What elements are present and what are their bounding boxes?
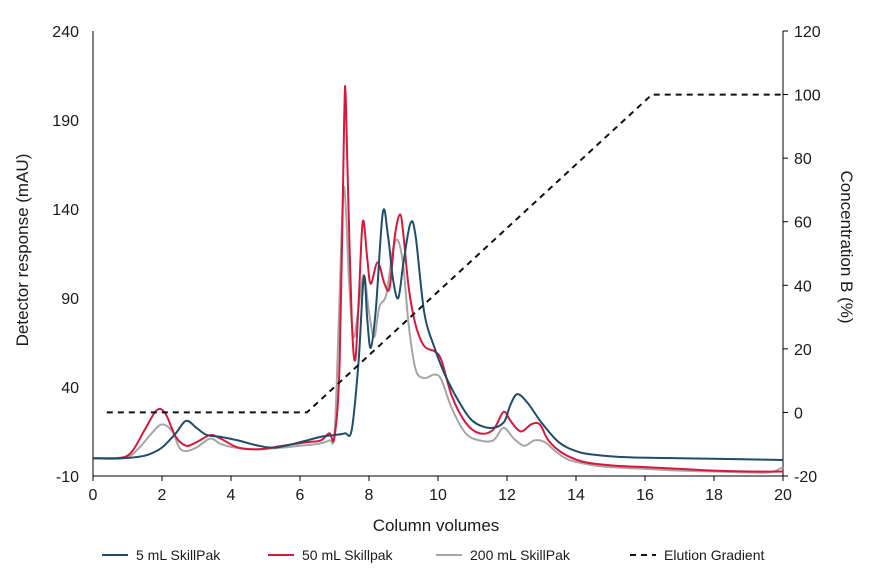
y2-tick-label: 60	[794, 215, 812, 232]
x-tick-label: 4	[227, 487, 236, 504]
y-tick-label: 240	[52, 24, 79, 41]
x-tick-label: 6	[296, 487, 305, 504]
elution-gradient-line	[106, 93, 783, 414]
y2-tick-label: 40	[794, 278, 812, 295]
legend: 5 mL SkillPak 50 mL Skillpak 200 mL SkillP…	[102, 547, 765, 563]
y-tick-label: 190	[52, 113, 79, 130]
y2-tick-label: 0	[794, 405, 803, 422]
y2-tick-label: 80	[794, 151, 812, 168]
200-ml-skillpak-line	[92, 185, 784, 474]
axes	[92, 31, 784, 477]
50-ml-skillpak-line	[92, 85, 784, 473]
y-tick-label: 40	[61, 380, 79, 397]
x-tick-label: 0	[89, 487, 98, 504]
y2-tick-label: -20	[794, 469, 817, 486]
x-tick-label: 20	[774, 487, 792, 504]
x-tick-label: 10	[429, 487, 447, 504]
y-axis-title: Detector response (mAU)	[13, 154, 32, 347]
legend-label: 50 mL Skillpak	[302, 547, 394, 563]
x-tick-label: 16	[636, 487, 654, 504]
legend-label: 5 mL SkillPak	[136, 547, 221, 563]
x-tick-label: 2	[158, 487, 167, 504]
x-tick-label: 18	[705, 487, 723, 504]
x-tick-label: 8	[365, 487, 374, 504]
y-tick-label: 140	[52, 202, 79, 219]
y-tick-label: -10	[56, 469, 79, 486]
x-tick-label: 14	[567, 487, 585, 504]
legend-label: 200 mL SkillPak	[470, 547, 571, 563]
5-ml-skillpak-line	[92, 208, 784, 461]
legend-label: Elution Gradient	[664, 547, 765, 563]
x-axis-title: Column volumes	[373, 516, 500, 535]
y2-tick-label: 100	[794, 88, 821, 105]
series-lines	[92, 85, 784, 474]
tick-labels: 0 2 4 6 8 10 12 14 16 18 20 -10 40 90 140 190 240 -20 0 20 4…	[52, 24, 821, 504]
y2-axis-title: Concentration B (%)	[837, 170, 856, 323]
y2-tick-label: 20	[794, 342, 812, 359]
y-tick-label: 90	[61, 291, 79, 308]
y2-tick-label: 120	[794, 24, 821, 41]
x-tick-label: 12	[498, 487, 516, 504]
